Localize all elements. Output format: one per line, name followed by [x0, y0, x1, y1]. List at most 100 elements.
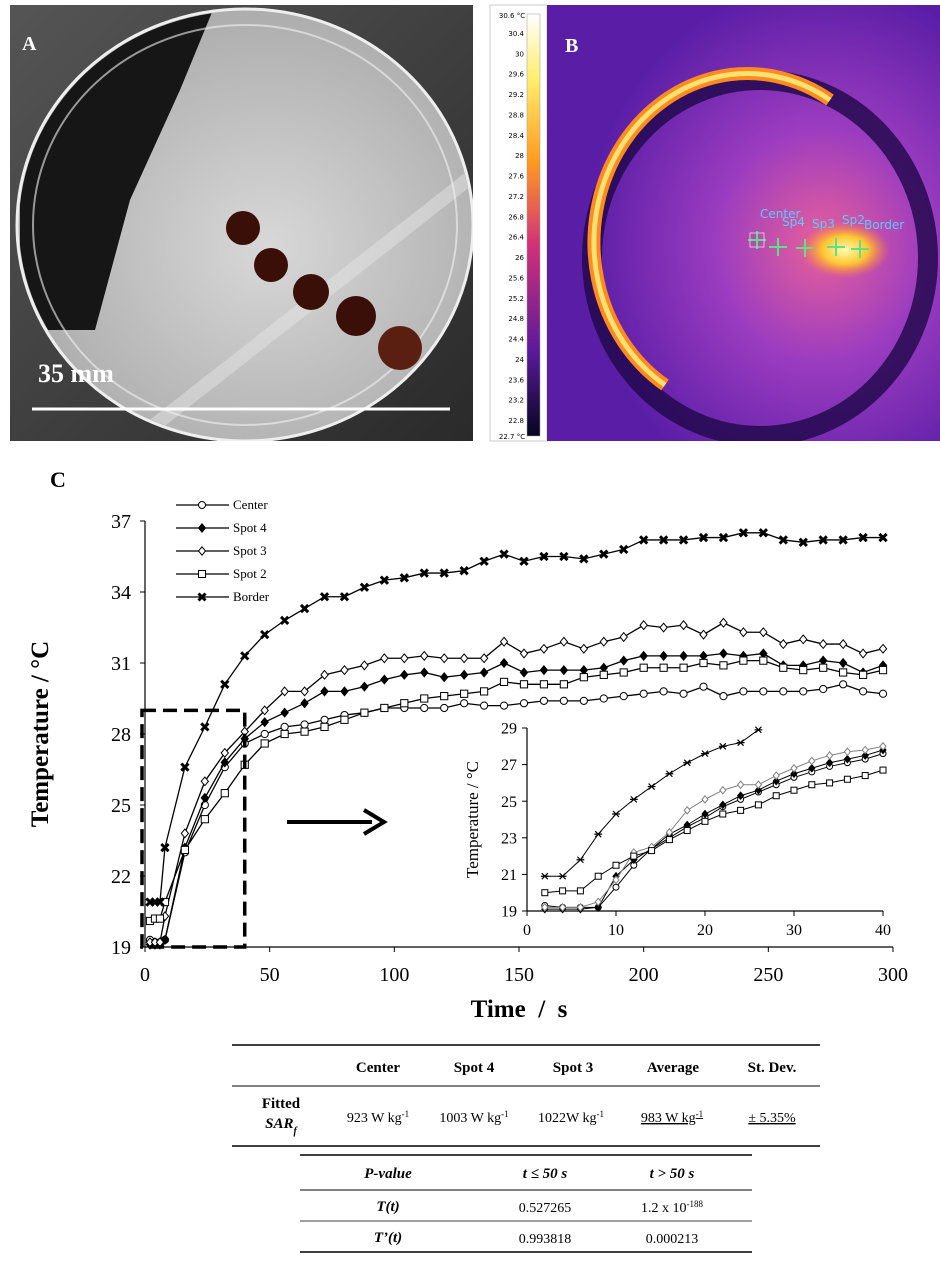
marker [599, 694, 608, 703]
marker [839, 668, 848, 677]
zoom-box [140, 708, 247, 949]
marker [420, 650, 429, 662]
marker [639, 650, 648, 662]
marker [539, 551, 549, 562]
marker [519, 556, 529, 566]
cell-sup: -188 [687, 1199, 704, 1209]
scale-label: 26.8 [508, 213, 524, 221]
marker [799, 687, 808, 696]
marker [499, 657, 509, 669]
marker [754, 785, 763, 795]
marker [858, 670, 868, 679]
cell: 1.2 x 10-188 [641, 1199, 703, 1216]
row-label-sub: f [294, 1126, 299, 1137]
marker [612, 861, 620, 869]
marker [825, 751, 834, 760]
marker [160, 842, 170, 853]
marker [360, 660, 369, 671]
marker [799, 666, 808, 675]
marker [739, 627, 748, 638]
marker [440, 692, 449, 701]
y-tick-label: 28 [111, 724, 131, 746]
marker [798, 634, 808, 645]
marker [737, 806, 745, 814]
scale-top: 30.6 °C [499, 12, 525, 20]
cell: 0.527265 [519, 1201, 572, 1216]
marker [559, 887, 567, 895]
marker [300, 698, 309, 709]
marker [280, 707, 289, 718]
x-tick-label: 200 [629, 964, 659, 986]
marker [679, 620, 688, 631]
marker [719, 810, 727, 818]
marker [619, 692, 628, 701]
marker [300, 686, 309, 697]
marker [739, 656, 748, 665]
marker [260, 629, 270, 640]
y-tick-label: 21 [501, 867, 517, 884]
series-line [149, 683, 884, 943]
marker [838, 657, 848, 669]
scale-labels: 30.4 30 29.6 29.2 28.8 28.4 28 27.6 27.2 26.8 26.4… [508, 30, 524, 425]
marker [758, 528, 769, 538]
scale-label: 24 [515, 356, 524, 364]
header-cell: Average [647, 1060, 700, 1076]
scale-bottom: 22.7 °C [499, 433, 525, 441]
marker [819, 684, 828, 694]
marker [539, 680, 549, 689]
cell-sup: -1 [696, 1109, 704, 1119]
scale-label: 26 [515, 254, 524, 262]
scale-label: 26.4 [508, 234, 524, 242]
marker [843, 754, 852, 764]
marker [819, 663, 828, 672]
marker [339, 592, 350, 602]
marker [759, 656, 768, 665]
marker [380, 674, 389, 685]
marker [220, 789, 229, 798]
marker [738, 528, 749, 538]
marker [861, 772, 869, 780]
marker [878, 643, 888, 654]
cell: 1003 W kg-1 [439, 1109, 508, 1126]
marker [499, 549, 509, 559]
cell: ± 5.35% [748, 1111, 796, 1126]
marker [619, 544, 629, 555]
marker [719, 785, 727, 795]
marker [579, 643, 589, 654]
marker [540, 872, 549, 880]
marker [320, 669, 329, 680]
marker [879, 741, 887, 751]
marker [499, 636, 509, 647]
marker [838, 535, 848, 545]
marker [679, 689, 688, 698]
marker [683, 759, 692, 767]
marker [519, 667, 529, 678]
y-tick-label: 34 [111, 582, 131, 604]
row-label-text: SAR [265, 1116, 293, 1132]
row-label: T’(t) [374, 1230, 402, 1246]
marker [359, 582, 370, 592]
marker [200, 792, 210, 804]
marker [778, 535, 788, 545]
marker [539, 664, 549, 676]
marker [479, 701, 489, 710]
spot-label: Sp4 [782, 215, 805, 229]
marker [843, 747, 852, 757]
marker [630, 852, 638, 860]
marker [280, 686, 289, 697]
marker [659, 663, 668, 672]
marker [878, 532, 888, 543]
marker [679, 663, 688, 672]
marker [599, 670, 608, 679]
y-tick-label: 23 [501, 830, 517, 847]
scale-label: 24.8 [508, 315, 524, 323]
cell-text: 1003 W kg [439, 1111, 501, 1126]
cell-sup: -1 [596, 1109, 604, 1119]
marker [220, 757, 230, 768]
y-tick-label: 19 [501, 904, 517, 921]
header-cell: Spot 3 [553, 1060, 593, 1076]
legend-label: Border [233, 589, 270, 604]
marker [698, 532, 709, 543]
marker [460, 689, 469, 698]
